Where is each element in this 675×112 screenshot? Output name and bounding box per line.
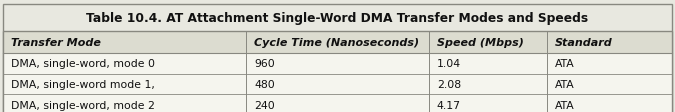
Text: DMA, single-word mode 1,: DMA, single-word mode 1, (11, 79, 155, 89)
Text: 480: 480 (254, 79, 275, 89)
Text: ATA: ATA (555, 79, 574, 89)
Text: DMA, single-word, mode 2: DMA, single-word, mode 2 (11, 100, 155, 110)
Bar (3, 31, 672, 53)
Text: ATA: ATA (555, 100, 574, 110)
Text: DMA, single-word, mode 0: DMA, single-word, mode 0 (11, 59, 155, 69)
Text: Table 10.4. AT Attachment Single-Word DMA Transfer Modes and Speeds: Table 10.4. AT Attachment Single-Word DM… (86, 12, 589, 25)
Text: 2.08: 2.08 (437, 79, 461, 89)
Text: 4.17: 4.17 (437, 100, 461, 110)
Text: 240: 240 (254, 100, 275, 110)
Text: Speed (Mbps): Speed (Mbps) (437, 37, 524, 47)
Text: ATA: ATA (555, 59, 574, 69)
Bar (3, 31, 672, 112)
Text: 960: 960 (254, 59, 275, 69)
Text: Cycle Time (Nanoseconds): Cycle Time (Nanoseconds) (254, 37, 420, 47)
Text: Standard: Standard (555, 37, 613, 47)
Text: Transfer Mode: Transfer Mode (11, 37, 101, 47)
Bar (3, 31, 672, 112)
Text: 1.04: 1.04 (437, 59, 461, 69)
